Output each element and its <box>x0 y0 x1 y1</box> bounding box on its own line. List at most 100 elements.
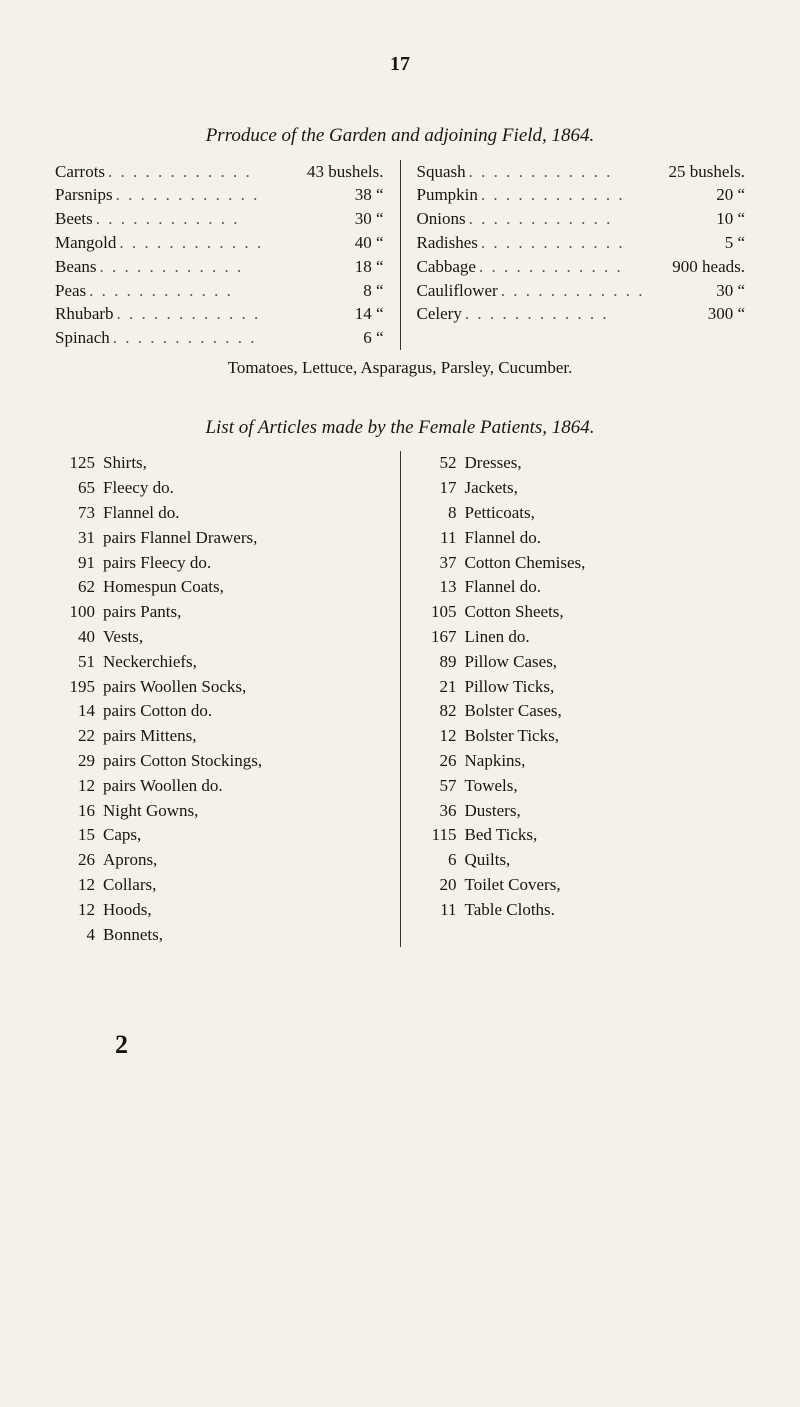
article-item: pairs Fleecy do. <box>103 551 211 575</box>
column-separator <box>400 451 401 947</box>
produce-row: Pumpkin. . . . . . . . . . . .20 “ <box>417 183 746 207</box>
produce-row: Onions. . . . . . . . . . . .10 “ <box>417 207 746 231</box>
article-qty: 82 <box>417 699 457 723</box>
produce-value: 300 “ <box>708 302 745 326</box>
article-qty: 11 <box>417 526 457 550</box>
article-item: Cotton Chemises, <box>465 551 586 575</box>
article-row: 89Pillow Cases, <box>417 650 746 674</box>
produce-row: Celery. . . . . . . . . . . .300 “ <box>417 302 746 326</box>
produce-label: Carrots <box>55 160 105 184</box>
article-row: 13Flannel do. <box>417 575 746 599</box>
produce-row: Beans. . . . . . . . . . . .18 “ <box>55 255 384 279</box>
article-row: 91pairs Fleecy do. <box>55 551 384 575</box>
article-row: 37Cotton Chemises, <box>417 551 746 575</box>
article-qty: 21 <box>417 675 457 699</box>
produce-value: 38 “ <box>355 183 384 207</box>
article-qty: 51 <box>55 650 95 674</box>
article-qty: 16 <box>55 799 95 823</box>
article-row: 31pairs Flannel Drawers, <box>55 526 384 550</box>
produce-row: Carrots. . . . . . . . . . . .43 bushels… <box>55 160 384 184</box>
produce-label: Beans <box>55 255 97 279</box>
article-row: 12Collars, <box>55 873 384 897</box>
article-qty: 125 <box>55 451 95 475</box>
article-item: Napkins, <box>465 749 526 773</box>
signature-mark: 2 <box>115 1027 745 1063</box>
leader-dots: . . . . . . . . . . . . <box>114 302 355 326</box>
article-row: 82Bolster Cases, <box>417 699 746 723</box>
article-qty: 22 <box>55 724 95 748</box>
produce-value: 14 “ <box>355 302 384 326</box>
article-item: Dusters, <box>465 799 521 823</box>
articles-table: 125Shirts,65Fleecy do.73 Flannel do.31pai… <box>55 451 745 947</box>
article-qty: 17 <box>417 476 457 500</box>
article-qty: 12 <box>55 898 95 922</box>
article-row: 57Towels, <box>417 774 746 798</box>
article-row: 36 Dusters, <box>417 799 746 823</box>
produce-label: Peas <box>55 279 86 303</box>
leader-dots: . . . . . . . . . . . . <box>478 183 716 207</box>
leader-dots: . . . . . . . . . . . . <box>113 183 355 207</box>
article-qty: 36 <box>417 799 457 823</box>
page-number: 17 <box>55 50 745 78</box>
article-item: pairs Woollen do. <box>103 774 223 798</box>
leader-dots: . . . . . . . . . . . . <box>476 255 672 279</box>
article-qty: 14 <box>55 699 95 723</box>
column-separator <box>400 160 401 350</box>
article-qty: 11 <box>417 898 457 922</box>
article-row: 6 Quilts, <box>417 848 746 872</box>
article-item: Jackets, <box>465 476 518 500</box>
article-row: 125Shirts, <box>55 451 384 475</box>
produce-value: 8 “ <box>363 279 383 303</box>
article-item: Aprons, <box>103 848 157 872</box>
article-qty: 6 <box>417 848 457 872</box>
article-qty: 167 <box>417 625 457 649</box>
article-item: Cotton Sheets, <box>465 600 564 624</box>
article-row: 21 Pillow Ticks, <box>417 675 746 699</box>
produce-label: Celery <box>417 302 462 326</box>
produce-row: Radishes. . . . . . . . . . . .5 “ <box>417 231 746 255</box>
produce-value: 900 heads. <box>672 255 745 279</box>
article-item: Flannel do. <box>103 501 180 525</box>
article-item: Petticoats, <box>465 501 535 525</box>
article-item: pairs Flannel Drawers, <box>103 526 257 550</box>
article-row: 52Dresses, <box>417 451 746 475</box>
article-qty: 100 <box>55 600 95 624</box>
article-qty: 62 <box>55 575 95 599</box>
article-qty: 52 <box>417 451 457 475</box>
article-row: 73 Flannel do. <box>55 501 384 525</box>
article-row: 65Fleecy do. <box>55 476 384 500</box>
produce-value: 30 “ <box>355 207 384 231</box>
produce-row: Mangold. . . . . . . . . . . .40 “ <box>55 231 384 255</box>
article-item: Pillow Ticks, <box>465 675 555 699</box>
article-item: Vests, <box>103 625 143 649</box>
article-qty: 105 <box>417 600 457 624</box>
article-item: Collars, <box>103 873 156 897</box>
article-qty: 195 <box>55 675 95 699</box>
article-row: 12pairs Woollen do. <box>55 774 384 798</box>
produce-row: Spinach. . . . . . . . . . . .6 “ <box>55 326 384 350</box>
article-row: 11 Table Cloths. <box>417 898 746 922</box>
article-row: 26Aprons, <box>55 848 384 872</box>
produce-right-column: Squash. . . . . . . . . . . .25 bushels.… <box>417 160 746 350</box>
produce-row: Peas. . . . . . . . . . . .8 “ <box>55 279 384 303</box>
article-row: 22pairs Mittens, <box>55 724 384 748</box>
article-qty: 57 <box>417 774 457 798</box>
article-item: Hoods, <box>103 898 152 922</box>
articles-left-column: 125Shirts,65Fleecy do.73 Flannel do.31pai… <box>55 451 384 947</box>
leader-dots: . . . . . . . . . . . . <box>466 160 669 184</box>
article-item: Table Cloths. <box>465 898 555 922</box>
leader-dots: . . . . . . . . . . . . <box>105 160 307 184</box>
leader-dots: . . . . . . . . . . . . <box>466 207 717 231</box>
produce-label: Cauliflower <box>417 279 498 303</box>
article-qty: 4 <box>55 923 95 947</box>
article-item: Quilts, <box>465 848 511 872</box>
article-row: 8Petticoats, <box>417 501 746 525</box>
article-item: Fleecy do. <box>103 476 174 500</box>
produce-label: Spinach <box>55 326 110 350</box>
article-qty: 73 <box>55 501 95 525</box>
article-qty: 115 <box>417 823 457 847</box>
produce-row: Squash. . . . . . . . . . . .25 bushels. <box>417 160 746 184</box>
article-item: Bed Ticks, <box>465 823 538 847</box>
leader-dots: . . . . . . . . . . . . <box>462 302 708 326</box>
produce-left-column: Carrots. . . . . . . . . . . .43 bushels… <box>55 160 384 350</box>
